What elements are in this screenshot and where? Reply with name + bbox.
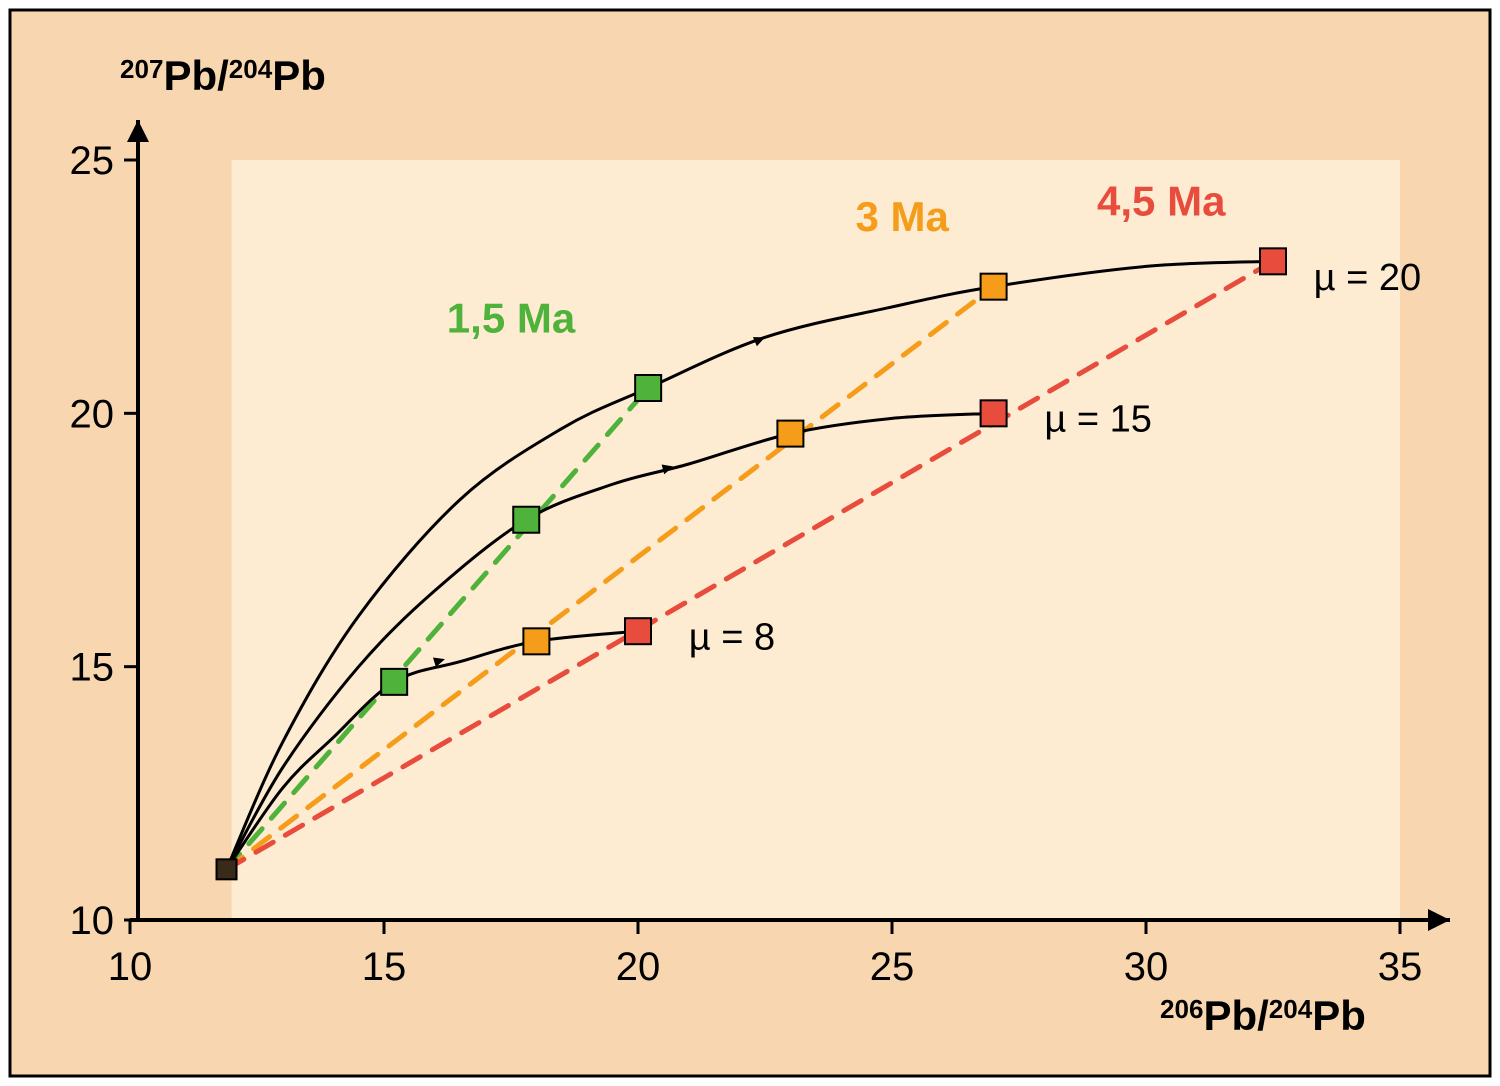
isochron-marker xyxy=(777,421,803,447)
isochron-label: 1,5 Ma xyxy=(447,294,576,341)
mu-label: µ = 20 xyxy=(1314,257,1421,299)
mu-label: µ = 15 xyxy=(1044,399,1151,441)
isochron-marker xyxy=(1260,248,1286,274)
x-tick-label: 25 xyxy=(870,945,915,989)
x-tick-label: 20 xyxy=(616,945,661,989)
isochron-marker xyxy=(981,274,1007,300)
isochron-label: 4,5 Ma xyxy=(1097,178,1226,225)
mu-label: µ = 8 xyxy=(689,617,775,659)
isochron-marker xyxy=(523,628,549,654)
y-tick-label: 20 xyxy=(70,392,115,436)
y-tick-label: 25 xyxy=(70,139,115,183)
y-tick-label: 10 xyxy=(70,899,115,943)
x-tick-label: 10 xyxy=(108,945,153,989)
plot-bg xyxy=(232,160,1400,920)
isochron-label: 3 Ma xyxy=(855,193,949,240)
y-tick-label: 15 xyxy=(70,646,115,690)
isochron-marker xyxy=(635,375,661,401)
x-tick-label: 35 xyxy=(1378,945,1423,989)
origin-marker xyxy=(217,859,237,879)
isochron-marker xyxy=(513,507,539,533)
isochron-marker xyxy=(981,400,1007,426)
x-tick-label: 30 xyxy=(1124,945,1169,989)
pb-isotope-chart: 10152025303510152025207Pb/204Pb206Pb/204… xyxy=(0,0,1500,1086)
isochron-marker xyxy=(381,669,407,695)
x-tick-label: 15 xyxy=(362,945,407,989)
isochron-marker xyxy=(625,618,651,644)
